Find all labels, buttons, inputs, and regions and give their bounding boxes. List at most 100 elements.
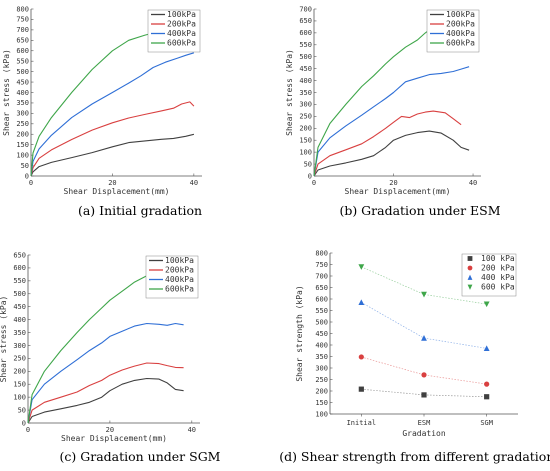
legend-label: 400 kPa: [481, 273, 515, 282]
legend-label: 100kPa: [167, 10, 196, 19]
y-tick-label: 100: [16, 151, 29, 159]
y-tick-label: 300: [16, 110, 29, 118]
y-tick-label: 550: [315, 307, 328, 315]
y-tick-label: 400: [315, 341, 328, 349]
y-tick-label: 150: [315, 399, 328, 407]
y-tick-label: 150: [299, 137, 312, 145]
y-tick-label: 600: [315, 295, 328, 303]
y-tick-label: 650: [13, 251, 26, 259]
chart-panel-d: 100 150 200 250 300 350 400 450 500 550 600 650 700 7…: [295, 249, 518, 438]
y-tick-label: 200: [13, 368, 26, 376]
y-tick-label: 500: [299, 53, 312, 61]
data-point: [421, 291, 427, 298]
x-tick-label: 40: [469, 179, 477, 187]
y-tick-label: 700: [315, 272, 328, 280]
x-tick-label: Initial: [347, 419, 377, 427]
y-tick-label: 300: [13, 342, 26, 350]
series-connector: [361, 356, 487, 385]
y-tick-label: 200: [299, 125, 312, 133]
y-axis-label: Shear strength (kPa): [295, 285, 304, 381]
y-tick-label: 250: [299, 113, 312, 121]
data-point: [484, 381, 490, 387]
legend-box: [147, 9, 201, 53]
chart-panel-a: 0501001502002503003504004505005506006507…: [2, 5, 202, 196]
y-axis-label: Shear stress (kPa): [0, 296, 8, 383]
series-line-200kpa: [313, 110, 462, 177]
legend-label: 400kPa: [167, 29, 196, 38]
y-tick-label: 0: [22, 419, 26, 427]
y-tick-label: 300: [299, 101, 312, 109]
y-tick-label: 550: [13, 277, 26, 285]
x-tick-label: SGM: [480, 419, 493, 427]
y-tick-label: 450: [299, 65, 312, 73]
series-line-100kpa: [313, 130, 470, 177]
y-tick-label: 50: [21, 162, 29, 170]
y-tick-label: 600: [13, 264, 26, 272]
y-tick-label: 50: [18, 406, 26, 414]
x-tick-label: 0: [26, 426, 30, 434]
x-axis-label: Shear Displacement(mm): [345, 187, 451, 196]
y-tick-label: 250: [16, 120, 29, 128]
legend-label: 400kPa: [165, 275, 194, 284]
x-tick-label: 0: [29, 179, 33, 187]
y-tick-label: 250: [315, 376, 328, 384]
y-tick-label: 300: [315, 364, 328, 372]
data-point: [358, 299, 365, 306]
y-tick-label: 150: [16, 141, 29, 149]
y-tick-label: 600: [16, 47, 29, 55]
legend-label: 200kPa: [167, 20, 196, 29]
chart-panel-b: 0501001502002503003504004505005506006507…: [285, 5, 481, 196]
legend-swatch: [467, 256, 473, 261]
y-tick-label: 400: [16, 89, 29, 97]
y-axis-label: Shear stress (kPa): [285, 49, 294, 136]
data-point: [421, 335, 427, 341]
data-point: [483, 301, 490, 308]
y-tick-label: 0: [308, 172, 312, 180]
caption-a: (a) Initial gradation: [78, 203, 202, 218]
y-tick-label: 500: [315, 318, 328, 326]
legend-box: [145, 255, 199, 299]
legend-label: 100kPa: [446, 10, 475, 19]
legend-label: 200kPa: [165, 266, 194, 275]
x-axis-label: Gradation: [402, 429, 446, 438]
y-tick-label: 550: [299, 41, 312, 49]
x-tick-label: 0: [312, 179, 316, 187]
y-tick-label: 750: [16, 16, 29, 24]
y-tick-label: 0: [25, 172, 29, 180]
data-point: [358, 264, 365, 270]
y-tick-label: 150: [13, 381, 26, 389]
legend-label: 600 kPa: [481, 283, 515, 292]
y-tick-label: 200: [315, 387, 328, 395]
legend-box: [461, 253, 517, 297]
legend-swatch: [467, 284, 473, 290]
series-line-400kpa: [313, 66, 470, 177]
legend-swatch: [467, 274, 473, 280]
legend-label: 100kPa: [165, 256, 194, 265]
y-tick-label: 250: [13, 355, 26, 363]
y-tick-label: 400: [13, 316, 26, 324]
y-tick-label: 200: [16, 131, 29, 139]
data-point: [358, 386, 364, 392]
data-point: [483, 345, 490, 352]
series-line-100kpa: [30, 133, 195, 177]
y-tick-label: 750: [315, 261, 328, 269]
caption-c: (c) Gradation under SGM: [60, 449, 221, 464]
data-point: [421, 372, 427, 378]
y-tick-label: 650: [315, 284, 328, 292]
y-tick-label: 450: [315, 330, 328, 338]
y-tick-label: 100: [13, 393, 26, 401]
y-tick-label: 550: [16, 57, 29, 65]
y-tick-label: 800: [315, 249, 328, 257]
legend-label: 200 kPa: [481, 264, 515, 273]
x-axis-label: Shear Displacement(mm): [64, 187, 170, 196]
data-point: [484, 394, 490, 400]
y-tick-label: 350: [16, 99, 29, 107]
legend-label: 600kPa: [167, 39, 196, 48]
y-tick-label: 350: [13, 329, 26, 337]
data-point: [358, 354, 364, 360]
legend-label: 600kPa: [446, 39, 475, 48]
y-axis-label: Shear stress (kPa): [2, 49, 11, 136]
legend-label: 400kPa: [446, 29, 475, 38]
legend-label: 200kPa: [446, 20, 475, 29]
legend-label: 100 kPa: [481, 254, 515, 263]
